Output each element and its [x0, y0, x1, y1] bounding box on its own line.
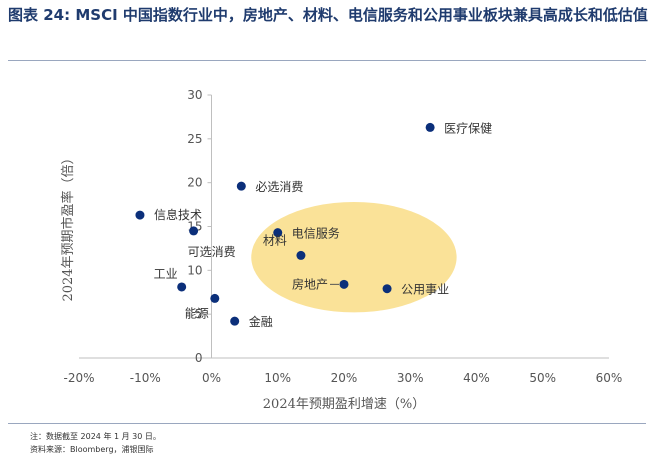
scatter-chart: -20% -10% 0% 10% 20% 30% 40% 50% 60%051015202530… [60, 88, 623, 412]
data-point [296, 250, 306, 260]
x-tick-label: 10% [264, 371, 291, 385]
data-point [135, 210, 145, 220]
data-label: 可选消费 [188, 245, 236, 259]
data-label: 金融 [249, 314, 273, 329]
x-tick-label: 60% [596, 371, 623, 385]
y-tick-label: 25 [187, 132, 202, 146]
chart-title: 图表 24: MSCI 中国指数行业中，房地产、材料、电信服务和公用事业板块兼具… [8, 4, 648, 26]
data-label: 能源 [185, 306, 209, 320]
source-note: 资料来源：Bloomberg，浦银国际 [30, 445, 154, 454]
x-tick-label: 40% [463, 371, 490, 385]
highlight-ellipse [251, 201, 457, 313]
x-tick-label: 30% [397, 371, 424, 385]
data-point [177, 282, 187, 292]
y-tick-label: 20 [187, 176, 202, 190]
top-divider [8, 60, 646, 61]
data-point [273, 228, 283, 238]
data-label: 房地产 [292, 276, 328, 291]
data-point [210, 293, 220, 303]
x-axis-title: 2024年预期盈利增速（%） [263, 397, 425, 412]
data-label: 信息技术 [154, 207, 202, 222]
title-text: MSCI 中国指数行业中，房地产、材料、电信服务和公用事业板块兼具高成长和低估值 [75, 6, 648, 24]
bottom-divider [8, 423, 646, 424]
y-tick-label: 5 [195, 307, 203, 321]
data-label: 电信服务 [292, 226, 340, 241]
data-label: 医疗保健 [444, 121, 492, 135]
data-label: 公用事业 [401, 283, 449, 297]
data-label: 工业 [154, 267, 178, 281]
y-axis-title: 2024年预期市盈率（倍） [60, 151, 76, 301]
x-tick-label: 20% [331, 371, 358, 385]
data-point [425, 122, 435, 132]
x-tick-label: 0% [202, 371, 221, 385]
data-point [339, 279, 349, 289]
data-point [382, 284, 392, 294]
data-label: 必选消费 [255, 180, 303, 194]
footnotes: 注：数据截至 2024 年 1 月 30 日。 资料来源：Bloomberg，浦… [30, 430, 161, 456]
x-tick-label: 50% [529, 371, 556, 385]
data-label: 材料 [263, 233, 287, 247]
x-tick-label: -20% [63, 371, 94, 385]
data-point [236, 181, 246, 191]
data-note: 注：数据截至 2024 年 1 月 30 日。 [30, 432, 161, 441]
data-point [230, 316, 240, 326]
figure-label: 图表 24: [8, 6, 71, 24]
y-tick-label: 10 [187, 263, 202, 277]
y-tick-label: 0 [195, 351, 203, 365]
data-point [189, 226, 199, 236]
x-tick-label: -10% [130, 371, 161, 385]
y-tick-label: 30 [187, 88, 202, 102]
